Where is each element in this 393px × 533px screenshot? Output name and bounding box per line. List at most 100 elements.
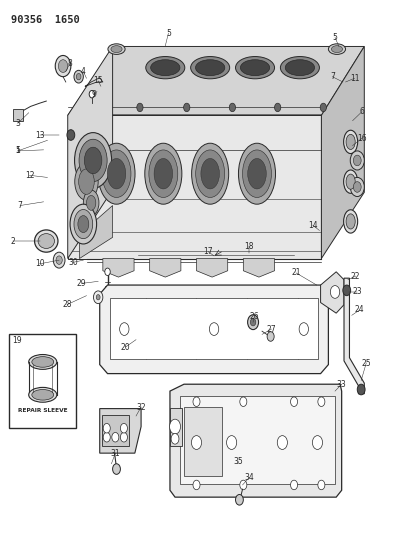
Polygon shape: [321, 46, 364, 259]
Text: 8: 8: [67, 60, 72, 68]
Circle shape: [94, 291, 103, 304]
Polygon shape: [100, 409, 141, 453]
Circle shape: [103, 432, 110, 442]
Text: 2: 2: [11, 237, 15, 246]
Ellipse shape: [32, 390, 54, 400]
Text: 25: 25: [362, 359, 371, 367]
Text: 33: 33: [337, 379, 347, 389]
Ellipse shape: [102, 150, 131, 198]
Text: 3: 3: [15, 119, 20, 128]
Circle shape: [56, 256, 62, 264]
Circle shape: [290, 397, 298, 407]
Ellipse shape: [151, 60, 180, 76]
Polygon shape: [68, 115, 321, 259]
Circle shape: [240, 480, 247, 490]
Circle shape: [103, 423, 110, 433]
Bar: [102, 415, 129, 446]
Bar: [9, 334, 76, 428]
Text: 26: 26: [250, 312, 259, 321]
Ellipse shape: [331, 46, 343, 53]
Ellipse shape: [241, 60, 270, 76]
Circle shape: [235, 495, 243, 505]
Circle shape: [120, 432, 127, 442]
Circle shape: [240, 397, 247, 407]
Ellipse shape: [239, 143, 275, 204]
Ellipse shape: [98, 143, 135, 204]
Circle shape: [113, 464, 120, 474]
Text: 17: 17: [204, 247, 213, 256]
Bar: [13, 109, 23, 120]
Text: 27: 27: [266, 325, 276, 334]
Ellipse shape: [108, 44, 125, 54]
Ellipse shape: [35, 230, 58, 252]
Ellipse shape: [70, 204, 97, 244]
Polygon shape: [243, 259, 275, 277]
Text: 35: 35: [234, 457, 244, 466]
Ellipse shape: [75, 163, 98, 200]
Ellipse shape: [343, 170, 358, 193]
Ellipse shape: [111, 46, 122, 53]
Circle shape: [55, 55, 71, 77]
Ellipse shape: [86, 196, 96, 211]
Polygon shape: [103, 259, 134, 277]
Text: 9: 9: [92, 90, 96, 99]
Text: 30: 30: [69, 258, 79, 266]
Circle shape: [89, 91, 95, 98]
Ellipse shape: [78, 216, 89, 232]
Bar: [170, 408, 182, 446]
Circle shape: [137, 103, 143, 112]
Text: 5: 5: [15, 147, 20, 156]
Ellipse shape: [145, 143, 182, 204]
Text: 5: 5: [332, 33, 338, 42]
Text: 24: 24: [355, 305, 364, 314]
Circle shape: [53, 252, 65, 268]
Ellipse shape: [242, 150, 272, 198]
Text: 7: 7: [18, 201, 22, 210]
Polygon shape: [68, 46, 364, 115]
Text: 90356  1650: 90356 1650: [11, 14, 80, 25]
Ellipse shape: [343, 210, 358, 233]
Circle shape: [353, 182, 361, 192]
Polygon shape: [344, 278, 364, 394]
Text: 6: 6: [360, 107, 364, 116]
Circle shape: [229, 103, 235, 112]
Ellipse shape: [329, 44, 345, 54]
Ellipse shape: [83, 190, 99, 216]
Circle shape: [318, 397, 325, 407]
Text: 13: 13: [35, 131, 44, 140]
Circle shape: [169, 419, 180, 434]
Text: 28: 28: [62, 300, 72, 309]
Circle shape: [171, 433, 179, 444]
Polygon shape: [68, 46, 113, 259]
Ellipse shape: [346, 214, 355, 229]
Circle shape: [353, 155, 361, 166]
Polygon shape: [196, 259, 228, 277]
Ellipse shape: [38, 233, 55, 248]
Ellipse shape: [285, 60, 314, 76]
Text: 16: 16: [357, 134, 367, 143]
Text: 14: 14: [308, 221, 318, 230]
Bar: [184, 407, 222, 476]
Ellipse shape: [201, 158, 219, 189]
Polygon shape: [170, 384, 342, 497]
Text: 32: 32: [136, 402, 146, 411]
Ellipse shape: [154, 158, 173, 189]
Circle shape: [193, 480, 200, 490]
Circle shape: [267, 332, 274, 341]
Polygon shape: [100, 285, 329, 374]
Ellipse shape: [248, 158, 266, 189]
Ellipse shape: [346, 134, 355, 149]
Ellipse shape: [79, 169, 94, 195]
Ellipse shape: [84, 147, 102, 174]
Ellipse shape: [146, 56, 185, 79]
Circle shape: [209, 322, 219, 335]
Circle shape: [74, 70, 83, 83]
Circle shape: [184, 103, 190, 112]
Circle shape: [320, 103, 327, 112]
Ellipse shape: [149, 150, 178, 198]
Text: 19: 19: [12, 336, 22, 345]
Text: 22: 22: [351, 271, 360, 280]
Circle shape: [331, 286, 340, 298]
Circle shape: [277, 435, 287, 449]
Text: REPAIR SLEEVE: REPAIR SLEEVE: [18, 408, 68, 413]
